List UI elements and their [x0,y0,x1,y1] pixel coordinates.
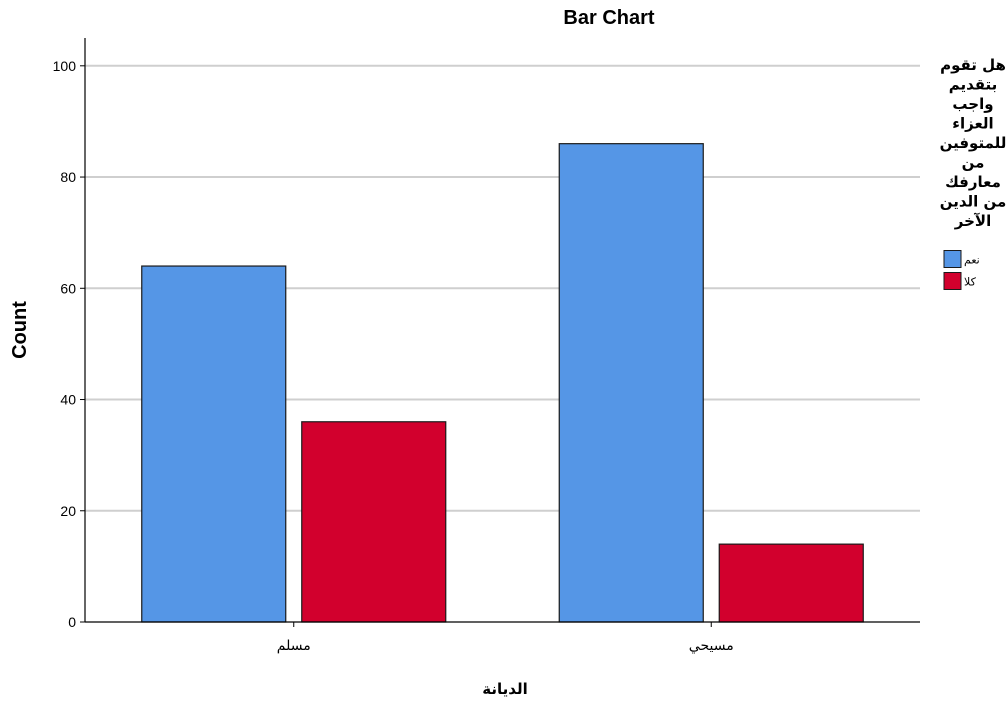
y-tick-label: 0 [68,614,76,630]
axes [80,38,920,627]
x-tick-label: مسيحي [689,638,734,654]
bars [141,143,864,623]
legend-title-line: من الدين [940,193,1006,211]
bar [558,143,704,623]
legend-label: كلا [964,276,977,289]
legend-title-line: معارفك [945,173,1001,191]
legend-swatch [943,250,962,268]
y-tick-label: 40 [60,392,76,408]
bar [718,543,864,623]
legend-swatch [943,272,962,290]
legend-title-line: هل تقوم [940,56,1006,74]
bar [141,265,287,623]
y-tick-labels: 0 20 40 60 80 100 [53,58,77,630]
chart-title: Bar Chart [563,7,654,29]
legend-title-line: بتقديم [949,76,998,94]
y-tick-label: 100 [53,58,77,74]
legend-title-line: واجب [952,95,993,113]
y-axis-label: Count [9,301,31,359]
legend-title-line: الآخر [954,212,991,230]
legend-label: نعم [964,254,980,267]
bar [301,421,447,623]
x-axis-label: الديانة [482,680,527,698]
legend-title-line: من [962,154,985,172]
x-tick-labels: مسلم مسيحي [277,638,734,654]
y-tick-label: 60 [60,280,76,296]
x-tick-label: مسلم [277,638,311,654]
legend-title-line: للمتوفين [940,134,1006,152]
legend-title-line: العزاء [952,115,993,133]
y-tick-label: 80 [60,169,76,185]
y-tick-label: 20 [60,503,76,519]
